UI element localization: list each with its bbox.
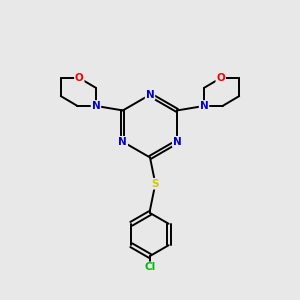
Text: Cl: Cl — [144, 262, 156, 272]
Text: O: O — [216, 73, 225, 83]
Text: S: S — [152, 179, 159, 189]
Text: N: N — [118, 137, 127, 147]
Text: N: N — [146, 90, 154, 100]
Text: N: N — [200, 101, 208, 111]
Text: N: N — [173, 137, 182, 147]
Text: N: N — [92, 101, 100, 111]
Text: O: O — [75, 73, 84, 83]
